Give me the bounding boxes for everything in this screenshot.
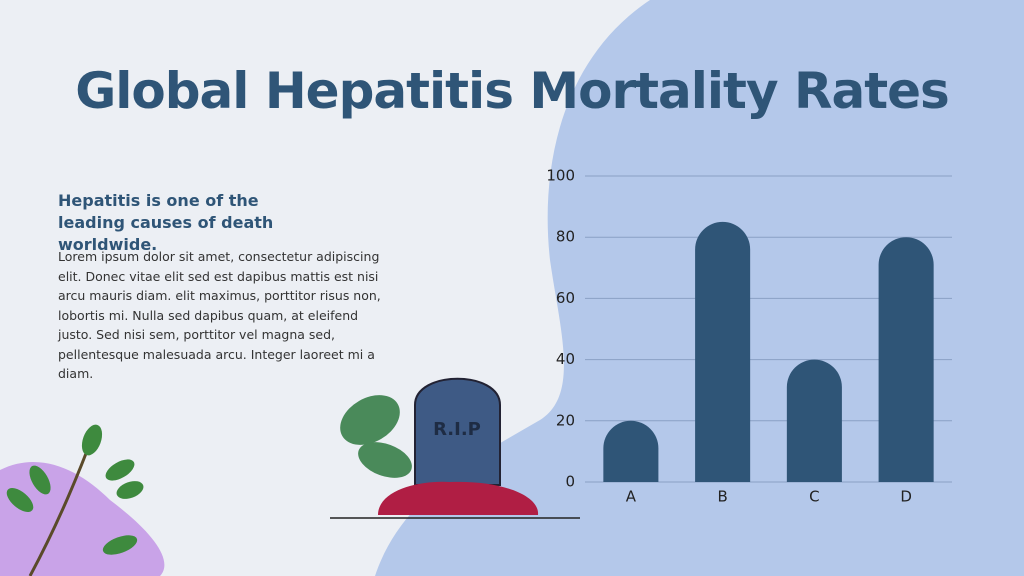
flowers <box>378 481 539 515</box>
x-tick-label: B <box>717 488 727 506</box>
x-tick-label: D <box>900 488 912 506</box>
bar <box>695 221 751 482</box>
y-tick-label: 20 <box>556 411 575 429</box>
tombstone-text: R.I.P <box>433 419 481 440</box>
title: Global Hepatitis Mortality Rates <box>75 62 950 120</box>
x-tick-label: C <box>809 488 819 506</box>
heading: Hepatitis is one of the leading causes o… <box>58 191 274 254</box>
y-tick-label: 0 <box>565 473 575 491</box>
tombstone <box>414 377 501 486</box>
y-tick-label: 40 <box>556 350 575 368</box>
body-text: Lorem ipsum dolor sit amet, consectetur … <box>58 249 381 381</box>
y-tick-label: 80 <box>556 228 575 246</box>
bar <box>878 237 934 482</box>
monstera <box>340 395 412 478</box>
bar <box>786 359 842 482</box>
y-tick-label: 100 <box>546 167 575 185</box>
bar <box>603 420 659 482</box>
x-tick-label: A <box>626 488 637 506</box>
y-tick-label: 60 <box>556 289 575 307</box>
purple-blob <box>0 461 165 576</box>
plant <box>6 424 144 576</box>
